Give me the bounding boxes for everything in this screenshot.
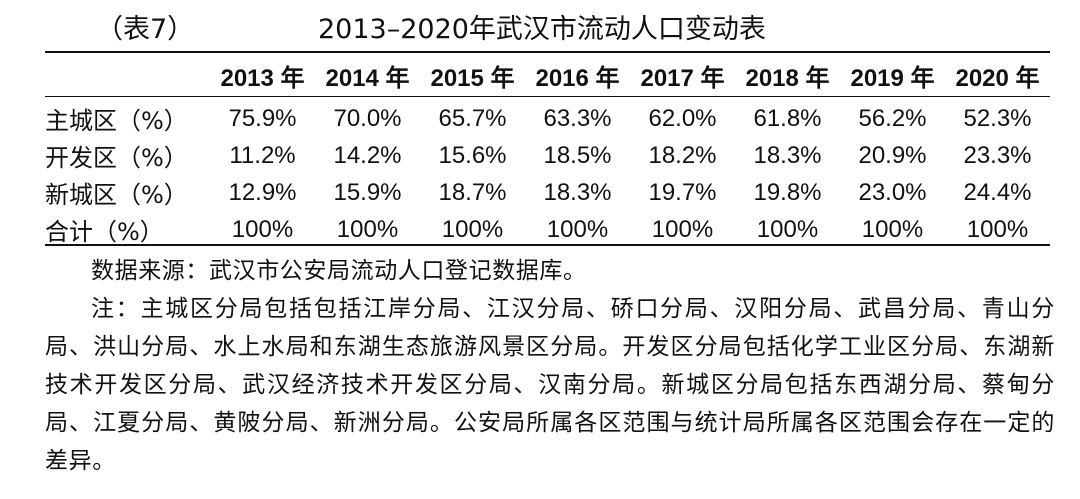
table-cell: 75.9% (228, 104, 297, 132)
table-cell: 100% (336, 215, 399, 243)
table-caption-title: 2013–2020年武汉市流动人口变动表 (318, 14, 766, 45)
table-cell: 100% (756, 215, 819, 243)
table-cell: 100% (861, 215, 924, 243)
table-cell: 65.7% (438, 104, 507, 132)
table-cell: 100% (546, 215, 609, 243)
table-cell: 70.0% (333, 104, 402, 132)
header-cell-year: 2013 年 (220, 65, 305, 92)
row-label: 开发区（%） (45, 144, 188, 172)
row-label: 主城区（%） (45, 107, 188, 135)
table-bottom-rule (45, 244, 1050, 246)
table-row: 合计（%） 100% 100% 100% 100% 100% 100% 100%… (45, 211, 1050, 248)
header-cell-year: 2017 年 (640, 65, 725, 92)
table-cell: 18.5% (543, 141, 612, 169)
table-row: 开发区（%） 11.2% 14.2% 15.6% 18.5% 18.2% 18.… (45, 137, 1050, 174)
header-cell-year: 2016 年 (535, 65, 620, 92)
table-cell: 19.7% (648, 178, 717, 206)
table-cell: 52.3% (963, 104, 1032, 132)
row-label: 新城区（%） (45, 181, 188, 209)
table-cell: 24.4% (963, 178, 1032, 206)
table-cell: 23.0% (858, 178, 927, 206)
table-cell: 18.3% (543, 178, 612, 206)
table-top-rule (45, 51, 1050, 53)
table-cell: 11.2% (229, 141, 296, 169)
table-cell: 20.9% (858, 141, 927, 169)
table-cell: 14.2% (333, 141, 402, 169)
table-cell: 100% (441, 215, 504, 243)
header-cell-year: 2014 年 (325, 65, 410, 92)
data-source-note: 数据来源：武汉市公安局流动人口登记数据库。 (91, 258, 587, 284)
table-cell: 15.6% (438, 141, 507, 169)
table-cell: 19.8% (753, 178, 822, 206)
table-cell: 18.2% (648, 141, 717, 169)
table-cell: 61.8% (753, 104, 822, 132)
district-definition-note: 注：主城区分局包括包括江岸分局、江汉分局、硚口分局、汉阳分局、武昌分局、青山分局… (45, 296, 1055, 474)
header-cell-year: 2018 年 (745, 65, 830, 92)
table-cell: 12.9% (228, 178, 297, 206)
header-cell-year: 2019 年 (850, 65, 935, 92)
table-cell: 100% (651, 215, 714, 243)
table-cell: 100% (231, 215, 294, 243)
table-header-row: 2013 年 2014 年 2015 年 2016 年 2017 年 2018 … (45, 55, 1050, 96)
population-table: 2013 年 2014 年 2015 年 2016 年 2017 年 2018 … (45, 55, 1050, 248)
table-row: 新城区（%） 12.9% 15.9% 18.7% 18.3% 19.7% 19.… (45, 174, 1050, 211)
table-cell: 63.3% (543, 104, 612, 132)
table-row: 主城区（%） 75.9% 70.0% 65.7% 63.3% 62.0% 61.… (45, 96, 1050, 137)
header-cell-year: 2020 年 (955, 65, 1040, 92)
table-cell: 56.2% (858, 104, 927, 132)
table-caption-label: （表7） (96, 14, 195, 45)
table-header-rule (45, 96, 1050, 97)
row-label: 合计（%） (45, 218, 164, 246)
table-cell: 15.9% (333, 178, 402, 206)
header-cell-empty (45, 55, 210, 96)
table-cell: 18.3% (753, 141, 822, 169)
table-cell: 23.3% (963, 141, 1032, 169)
table-notes: 数据来源：武汉市公安局流动人口登记数据库。 注：主城区分局包括包括江岸分局、江汉… (45, 252, 1055, 480)
header-cell-year: 2015 年 (430, 65, 515, 92)
table-cell: 18.7% (438, 178, 507, 206)
table-cell: 100% (966, 215, 1029, 243)
table-cell: 62.0% (648, 104, 717, 132)
